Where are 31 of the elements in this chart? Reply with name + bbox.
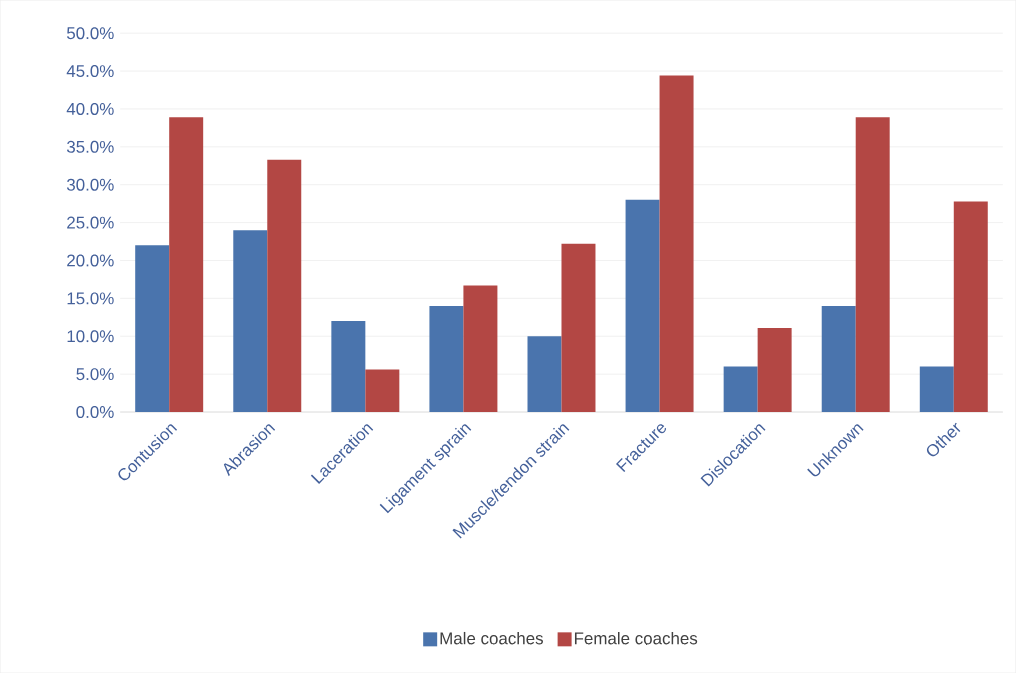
y-tick-label: 45.0% (66, 65, 114, 77)
bar (527, 336, 562, 412)
bar (855, 117, 890, 412)
bar (135, 245, 170, 412)
bar (267, 159, 302, 412)
y-tick-label: 15.0% (67, 292, 114, 305)
legend-label: Female coaches (574, 631, 698, 645)
bar (625, 199, 660, 412)
bar (561, 243, 596, 412)
y-tick-label: 0.0% (76, 405, 114, 418)
bar (953, 201, 988, 412)
y-tick-label: 20.0% (67, 254, 114, 267)
bar (757, 327, 792, 412)
bar (919, 366, 954, 412)
legend-label: Male coaches (440, 631, 543, 645)
y-tick-label: 50.0% (66, 27, 114, 40)
y-tick-label: 5.0% (76, 368, 114, 381)
bar (659, 75, 694, 412)
bar (429, 305, 464, 412)
y-tick-label: 35.0% (66, 140, 114, 153)
bar (331, 321, 366, 412)
y-tick-label: 25.0% (67, 216, 114, 229)
bar (365, 369, 400, 412)
bar (723, 366, 758, 412)
bar (463, 285, 498, 412)
y-tick-label: 10.0% (67, 330, 114, 343)
bar (169, 117, 204, 412)
y-tick-label: 30.0% (66, 178, 114, 191)
bar (821, 305, 856, 412)
y-tick-label: 40.0% (66, 102, 114, 115)
bar (233, 230, 268, 412)
